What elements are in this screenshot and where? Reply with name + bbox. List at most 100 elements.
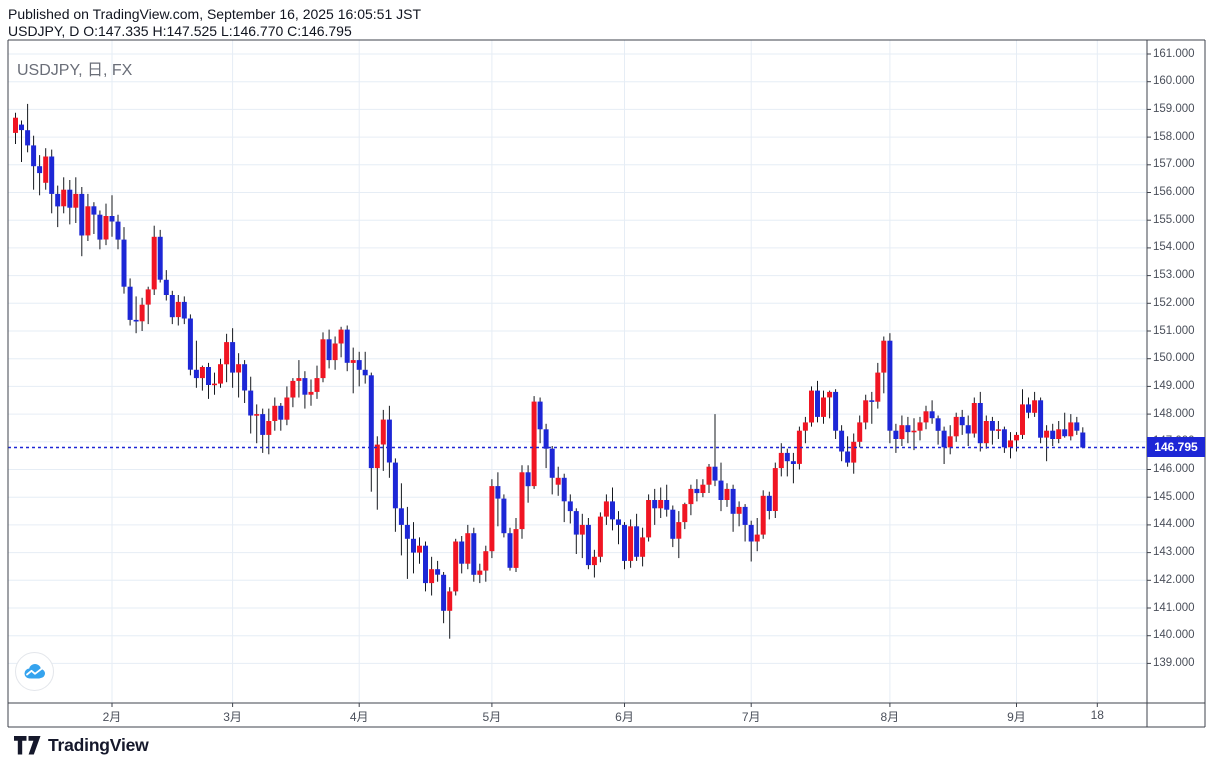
candle [591,556,597,566]
candle [917,422,923,431]
candle [947,436,953,448]
area-chart-icon [24,664,45,679]
candle [368,375,374,469]
candle [199,367,205,379]
price-axis-label: 139.000 [1153,656,1195,669]
candle [616,519,621,525]
candle [121,239,127,287]
candle [218,364,223,384]
price-axis-label: 161.000 [1153,47,1195,60]
candle [254,414,260,416]
candle [386,419,392,463]
price-axis-label: 156.000 [1153,186,1195,198]
candle [103,216,109,240]
candle [748,524,754,542]
time-axis-label: 5月 [482,710,502,724]
candle [742,506,748,525]
candle [821,397,826,417]
candle [718,480,724,500]
candle [206,367,211,385]
candle [224,342,230,365]
candle [549,448,555,478]
candle [459,541,465,564]
candle [501,498,507,534]
candle [61,189,67,207]
candle [157,236,163,280]
current-price-badge: 146.795 [1147,437,1205,458]
candle [995,429,1001,431]
candle [326,339,332,361]
candle [1032,400,1038,413]
candle [989,421,995,431]
candle [1001,429,1007,448]
candle [603,501,609,517]
candle [320,339,326,379]
candle [585,524,591,566]
candle [953,416,959,437]
candle [712,466,718,481]
candle [815,390,820,417]
candle [857,422,863,442]
candle [1074,422,1080,431]
candle [646,500,652,538]
candle [1026,404,1031,413]
candle [658,500,664,509]
time-axis-label: 18 [1090,708,1104,722]
price-axis-label: 145.000 [1153,490,1195,503]
candle [610,501,615,520]
candle [881,340,887,373]
candle [242,364,248,391]
candle [350,360,356,363]
candle [845,451,851,463]
candle [640,537,646,557]
candle [555,477,561,485]
candle [597,516,603,557]
candle [652,500,658,509]
candle [694,488,700,494]
candle [863,400,869,423]
candle [784,452,790,462]
candle [109,216,115,222]
candle [573,511,579,535]
candle [332,343,338,361]
candle [622,524,627,561]
price-axis-label: 159.000 [1153,102,1195,115]
candle [670,509,676,539]
candle [290,380,296,398]
price-axis-label: 154.000 [1153,241,1195,254]
candle [1062,429,1068,437]
candle [875,372,881,402]
candle [67,189,73,208]
candle [260,414,266,435]
candle [308,391,314,395]
candle [754,534,760,542]
candle [43,156,49,183]
candle [356,360,362,370]
candle [628,526,634,561]
candle [1080,432,1086,448]
candle [73,193,79,208]
candle [851,441,857,463]
candle [893,430,899,439]
candle [25,130,31,146]
candle [151,236,157,290]
candle [447,591,453,611]
time-axis-label: 7月 [741,710,761,724]
candle [97,214,103,240]
candle [489,486,495,552]
candle [392,462,398,509]
candle [977,403,983,444]
candle [790,461,796,464]
tradingview-footer-brand[interactable]: TradingView [14,735,149,756]
price-axis-label: 151.000 [1153,324,1195,337]
candle [1020,404,1025,435]
price-axis-label: 141.000 [1153,601,1195,614]
candle [495,486,501,499]
candle [374,444,380,469]
candle [55,193,61,207]
published-on-line: Published on TradingView.com, September … [8,6,422,22]
candle [682,504,688,523]
candle [935,418,941,431]
candle [1008,440,1013,448]
